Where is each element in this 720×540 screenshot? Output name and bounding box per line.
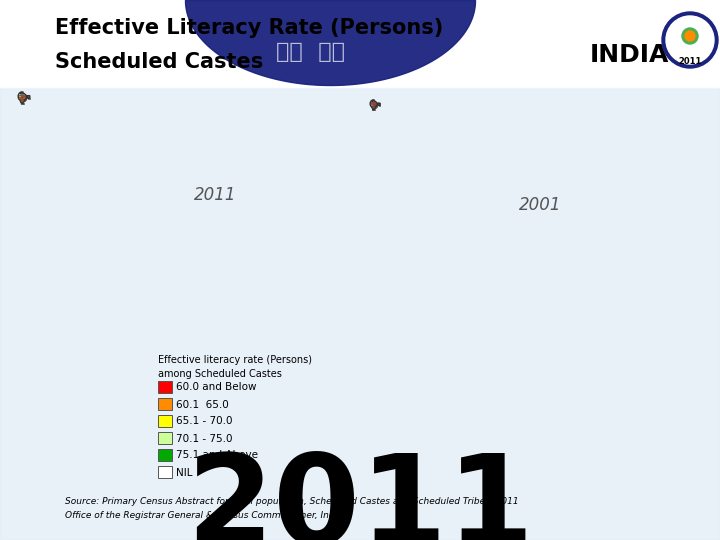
Polygon shape — [373, 103, 376, 104]
Polygon shape — [370, 104, 372, 106]
Circle shape — [666, 16, 714, 64]
FancyBboxPatch shape — [158, 398, 172, 410]
Polygon shape — [22, 99, 24, 102]
Text: Effective literacy rate (Persons)
among Scheduled Castes: Effective literacy rate (Persons) among … — [158, 355, 312, 379]
Polygon shape — [379, 105, 380, 106]
Polygon shape — [22, 95, 24, 97]
Polygon shape — [21, 102, 22, 104]
Polygon shape — [372, 101, 374, 102]
Text: Office of the Registrar General & Census Commissioner, India: Office of the Registrar General & Census… — [65, 511, 343, 521]
Polygon shape — [20, 92, 23, 93]
Text: हा  जि: हा जि — [276, 42, 344, 62]
FancyBboxPatch shape — [158, 381, 172, 393]
Polygon shape — [23, 97, 24, 99]
FancyBboxPatch shape — [158, 432, 172, 444]
Polygon shape — [24, 96, 26, 97]
Polygon shape — [370, 103, 373, 104]
Polygon shape — [375, 104, 377, 105]
FancyBboxPatch shape — [158, 466, 172, 478]
Polygon shape — [372, 107, 374, 109]
Text: NIL: NIL — [176, 468, 192, 477]
Polygon shape — [375, 103, 377, 104]
Polygon shape — [373, 106, 376, 108]
Polygon shape — [24, 97, 26, 98]
Text: सरकार: सरकार — [680, 17, 699, 23]
Text: 2001: 2001 — [518, 196, 562, 214]
Text: 2011: 2011 — [186, 449, 534, 540]
Polygon shape — [372, 109, 373, 110]
Text: INDIA: INDIA — [590, 43, 670, 67]
Polygon shape — [24, 98, 26, 100]
Polygon shape — [20, 98, 23, 100]
Circle shape — [662, 12, 718, 68]
Polygon shape — [372, 104, 375, 105]
Polygon shape — [372, 102, 373, 103]
Text: 2011: 2011 — [678, 57, 702, 66]
Text: 60.1  65.0: 60.1 65.0 — [176, 400, 229, 409]
Bar — [0, 88, 720, 540]
Polygon shape — [18, 97, 20, 99]
Polygon shape — [22, 94, 23, 95]
Bar — [0, 0, 720, 88]
Polygon shape — [22, 102, 23, 104]
Polygon shape — [373, 108, 374, 110]
Polygon shape — [19, 95, 22, 97]
Polygon shape — [378, 104, 379, 105]
Circle shape — [682, 28, 698, 44]
Polygon shape — [372, 100, 374, 102]
Polygon shape — [20, 94, 22, 96]
Text: 60.0 and Below: 60.0 and Below — [176, 382, 256, 393]
Polygon shape — [28, 98, 30, 99]
Text: Effective Literacy Rate (Persons): Effective Literacy Rate (Persons) — [55, 18, 444, 38]
Polygon shape — [372, 105, 374, 107]
Polygon shape — [20, 100, 22, 103]
Polygon shape — [370, 100, 380, 110]
Polygon shape — [18, 92, 30, 104]
Polygon shape — [20, 97, 24, 98]
Polygon shape — [374, 104, 376, 106]
Circle shape — [685, 31, 695, 41]
Text: Source: Primary Census Abstract for Total population, Scheduled Castes and Sched: Source: Primary Census Abstract for Tota… — [65, 497, 518, 507]
Text: Scheduled Castes: Scheduled Castes — [55, 52, 264, 72]
Polygon shape — [27, 97, 29, 98]
Text: 70.1 - 75.0: 70.1 - 75.0 — [176, 434, 233, 443]
FancyBboxPatch shape — [158, 415, 172, 427]
Polygon shape — [27, 96, 30, 97]
Text: 2011: 2011 — [194, 186, 236, 204]
Polygon shape — [26, 96, 27, 98]
Polygon shape — [375, 105, 377, 106]
Polygon shape — [21, 93, 22, 94]
Text: 75.1 and Above: 75.1 and Above — [176, 450, 258, 461]
Text: 65.1 - 70.0: 65.1 - 70.0 — [176, 416, 233, 427]
FancyBboxPatch shape — [158, 449, 172, 461]
